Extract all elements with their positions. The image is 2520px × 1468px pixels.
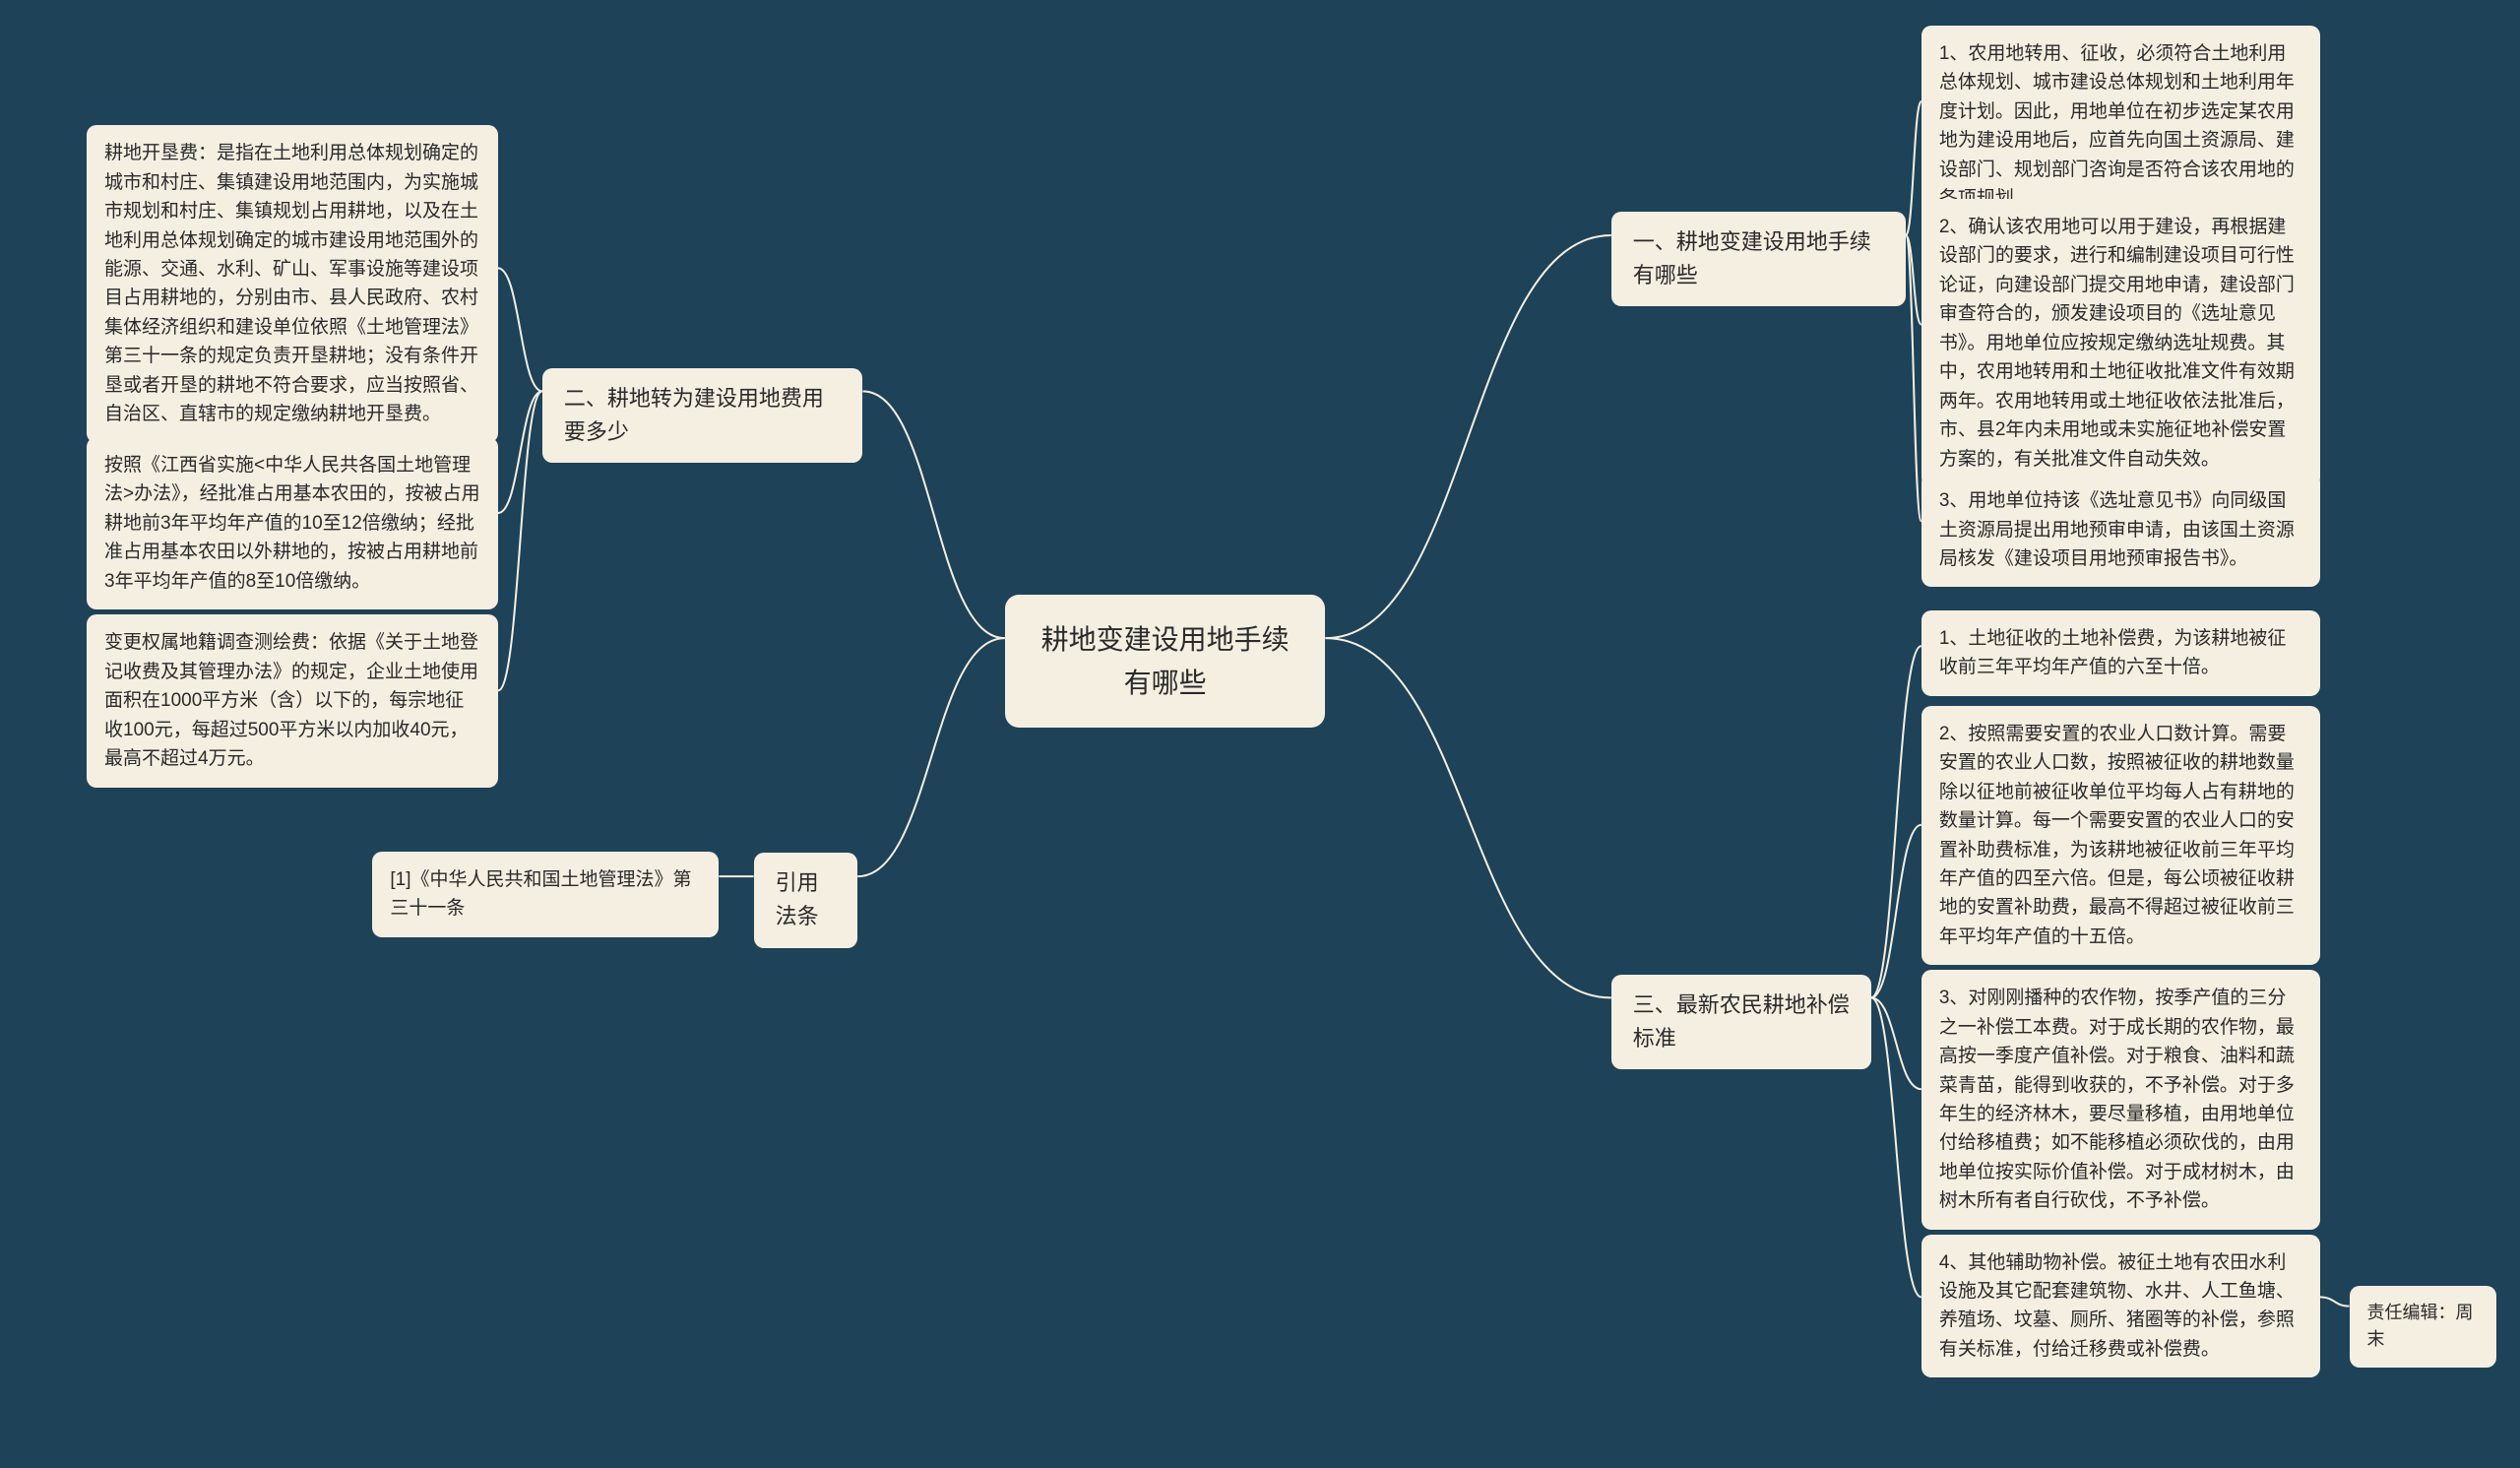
- branch-node: 二、耕地转为建设用地费用要多少: [542, 368, 863, 463]
- branch-label: 三、最新农民耕地补偿标准: [1633, 992, 1850, 1051]
- leaf-node: 3、用地单位持该《选址意见书》向同级国土资源局提出用地预审申请，由该国土资源局核…: [1922, 473, 2320, 587]
- center-text: 耕地变建设用地手续有哪些: [1041, 624, 1290, 697]
- branch-label: 引用法条: [776, 870, 819, 928]
- leaf-node: [1]《中华人民共和国土地管理法》第三十一条: [372, 852, 719, 937]
- leaf-text: 4、其他辅助物补偿。被征土地有农田水利设施及其它配套建筑物、水井、人工鱼塘、养殖…: [1939, 1252, 2295, 1360]
- branch-node: 三、最新农民耕地补偿标准: [1611, 975, 1871, 1069]
- branch-label: 一、耕地变建设用地手续有哪些: [1633, 229, 1871, 287]
- sub-leaf-node: 责任编辑：周末: [2350, 1286, 2497, 1369]
- leaf-node: 1、土地征收的土地补偿费，为该耕地被征收前三年平均年产值的六至十倍。: [1922, 610, 2320, 696]
- center-node: 耕地变建设用地手续有哪些: [1005, 595, 1326, 728]
- leaf-node: 1、农用地转用、征收，必须符合土地利用总体规划、城市建设总体规划和土地利用年度计…: [1922, 26, 2320, 227]
- leaf-text: [1]《中华人民共和国土地管理法》第三十一条: [390, 869, 691, 919]
- sub-leaf-text: 责任编辑：周末: [2367, 1303, 2474, 1350]
- leaf-node: 2、按照需要安置的农业人口数计算。需要安置的农业人口数，按照被征收的耕地数量除以…: [1922, 706, 2320, 966]
- leaf-node: 3、对刚刚播种的农作物，按季产值的三分之一补偿工本费。对于成长期的农作物，最高按…: [1922, 970, 2320, 1230]
- leaf-node: 2、确认该农用地可以用于建设，再根据建设部门的要求，进行和编制建设项目可行性论证…: [1922, 199, 2320, 487]
- leaf-node: 4、其他辅助物补偿。被征土地有农田水利设施及其它配套建筑物、水井、人工鱼塘、养殖…: [1922, 1235, 2320, 1378]
- leaf-text: 1、土地征收的土地补偿费，为该耕地被征收前三年平均年产值的六至十倍。: [1939, 628, 2287, 677]
- branch-node: 引用法条: [754, 853, 858, 947]
- leaf-text: 3、对刚刚播种的农作物，按季产值的三分之一补偿工本费。对于成长期的农作物，最高按…: [1939, 988, 2295, 1211]
- leaf-node: 按照《江西省实施<中华人民共各国土地管理法>办法》，经批准占用基本农田的，按被占…: [87, 437, 498, 609]
- leaf-text: 按照《江西省实施<中华人民共各国土地管理法>办法》，经批准占用基本农田的，按被占…: [104, 455, 480, 592]
- leaf-node: 耕地开垦费：是指在土地利用总体规划确定的城市和村庄、集镇建设用地范围内，为实施城…: [87, 125, 498, 442]
- leaf-text: 变更权属地籍调查测绘费：依据《关于土地登记收费及其管理办法》的规定，企业土地使用…: [104, 632, 478, 769]
- leaf-text: 2、按照需要安置的农业人口数计算。需要安置的农业人口数，按照被征收的耕地数量除以…: [1939, 724, 2295, 947]
- branch-label: 二、耕地转为建设用地费用要多少: [564, 386, 824, 444]
- leaf-text: 1、农用地转用、征收，必须符合土地利用总体规划、城市建设总体规划和土地利用年度计…: [1939, 43, 2295, 209]
- leaf-text: 3、用地单位持该《选址意见书》向同级国土资源局提出用地预审申请，由该国土资源局核…: [1939, 490, 2295, 569]
- leaf-text: 2、确认该农用地可以用于建设，再根据建设部门的要求，进行和编制建设项目可行性论证…: [1939, 217, 2295, 470]
- leaf-text: 耕地开垦费：是指在土地利用总体规划确定的城市和村庄、集镇建设用地范围内，为实施城…: [104, 143, 478, 424]
- branch-node: 一、耕地变建设用地手续有哪些: [1611, 212, 1906, 306]
- leaf-node: 变更权属地籍调查测绘费：依据《关于土地登记收费及其管理办法》的规定，企业土地使用…: [87, 614, 498, 787]
